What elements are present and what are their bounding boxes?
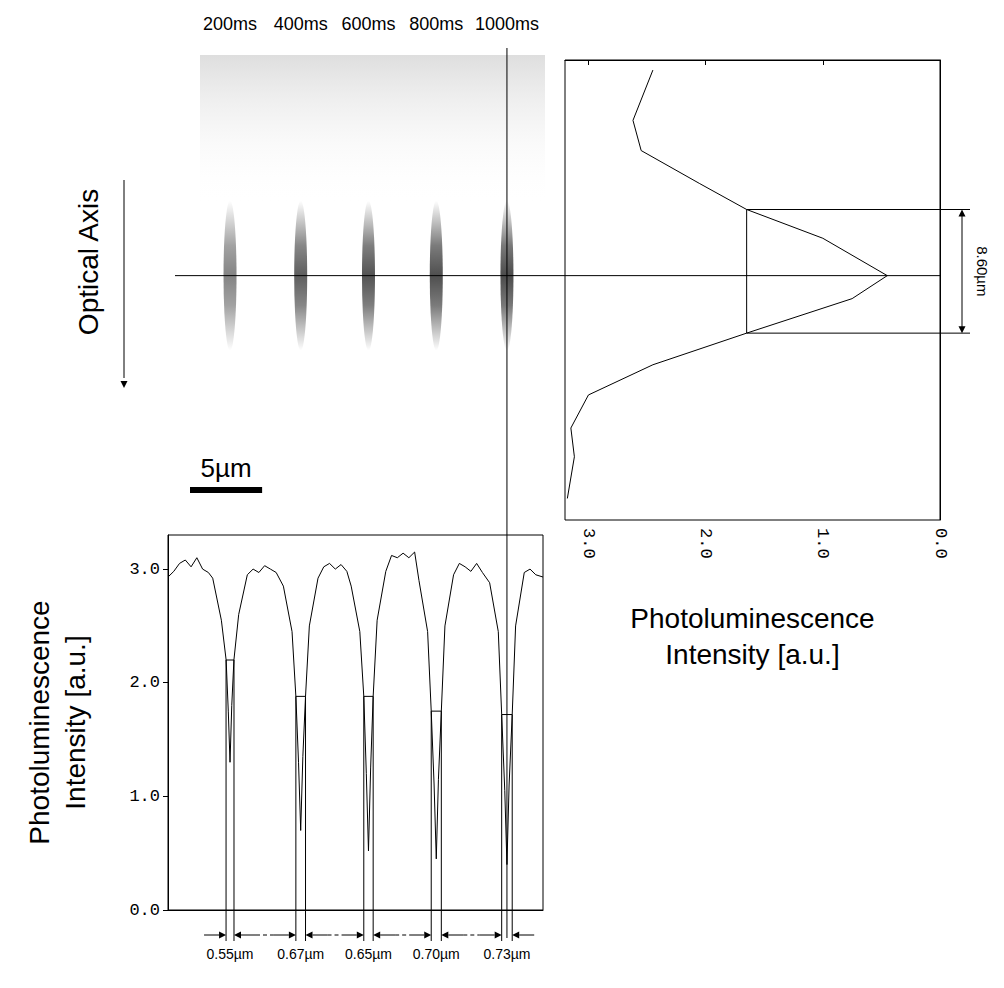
svg-text:2.0: 2.0 [129,673,160,692]
svg-text:600ms: 600ms [341,14,395,34]
svg-text:Optical Axis: Optical Axis [73,189,104,335]
svg-text:0.67µm: 0.67µm [277,946,324,962]
svg-text:Photoluminescence: Photoluminescence [630,603,874,634]
svg-text:0.0: 0.0 [931,528,950,559]
svg-text:0.55µm: 0.55µm [207,946,254,962]
svg-text:3.0: 3.0 [129,560,160,579]
svg-text:2.0: 2.0 [696,528,715,559]
svg-text:3.0: 3.0 [579,528,598,559]
svg-text:Photoluminescence: Photoluminescence [24,600,55,844]
svg-text:8.60µm: 8.60µm [974,246,991,296]
svg-text:Intensity [a.u.]: Intensity [a.u.] [665,639,839,670]
svg-text:400ms: 400ms [274,14,328,34]
svg-text:1.0: 1.0 [813,528,832,559]
svg-text:0.73µm: 0.73µm [483,946,530,962]
svg-text:200ms: 200ms [203,14,257,34]
svg-text:0.65µm: 0.65µm [345,946,392,962]
svg-text:800ms: 800ms [409,14,463,34]
svg-text:1.0: 1.0 [129,787,160,806]
svg-text:5µm: 5µm [201,453,252,483]
svg-text:0.70µm: 0.70µm [413,946,460,962]
svg-text:0.0: 0.0 [129,901,160,920]
svg-text:Intensity [a.u.]: Intensity [a.u.] [60,635,91,809]
svg-text:1000ms: 1000ms [475,14,539,34]
